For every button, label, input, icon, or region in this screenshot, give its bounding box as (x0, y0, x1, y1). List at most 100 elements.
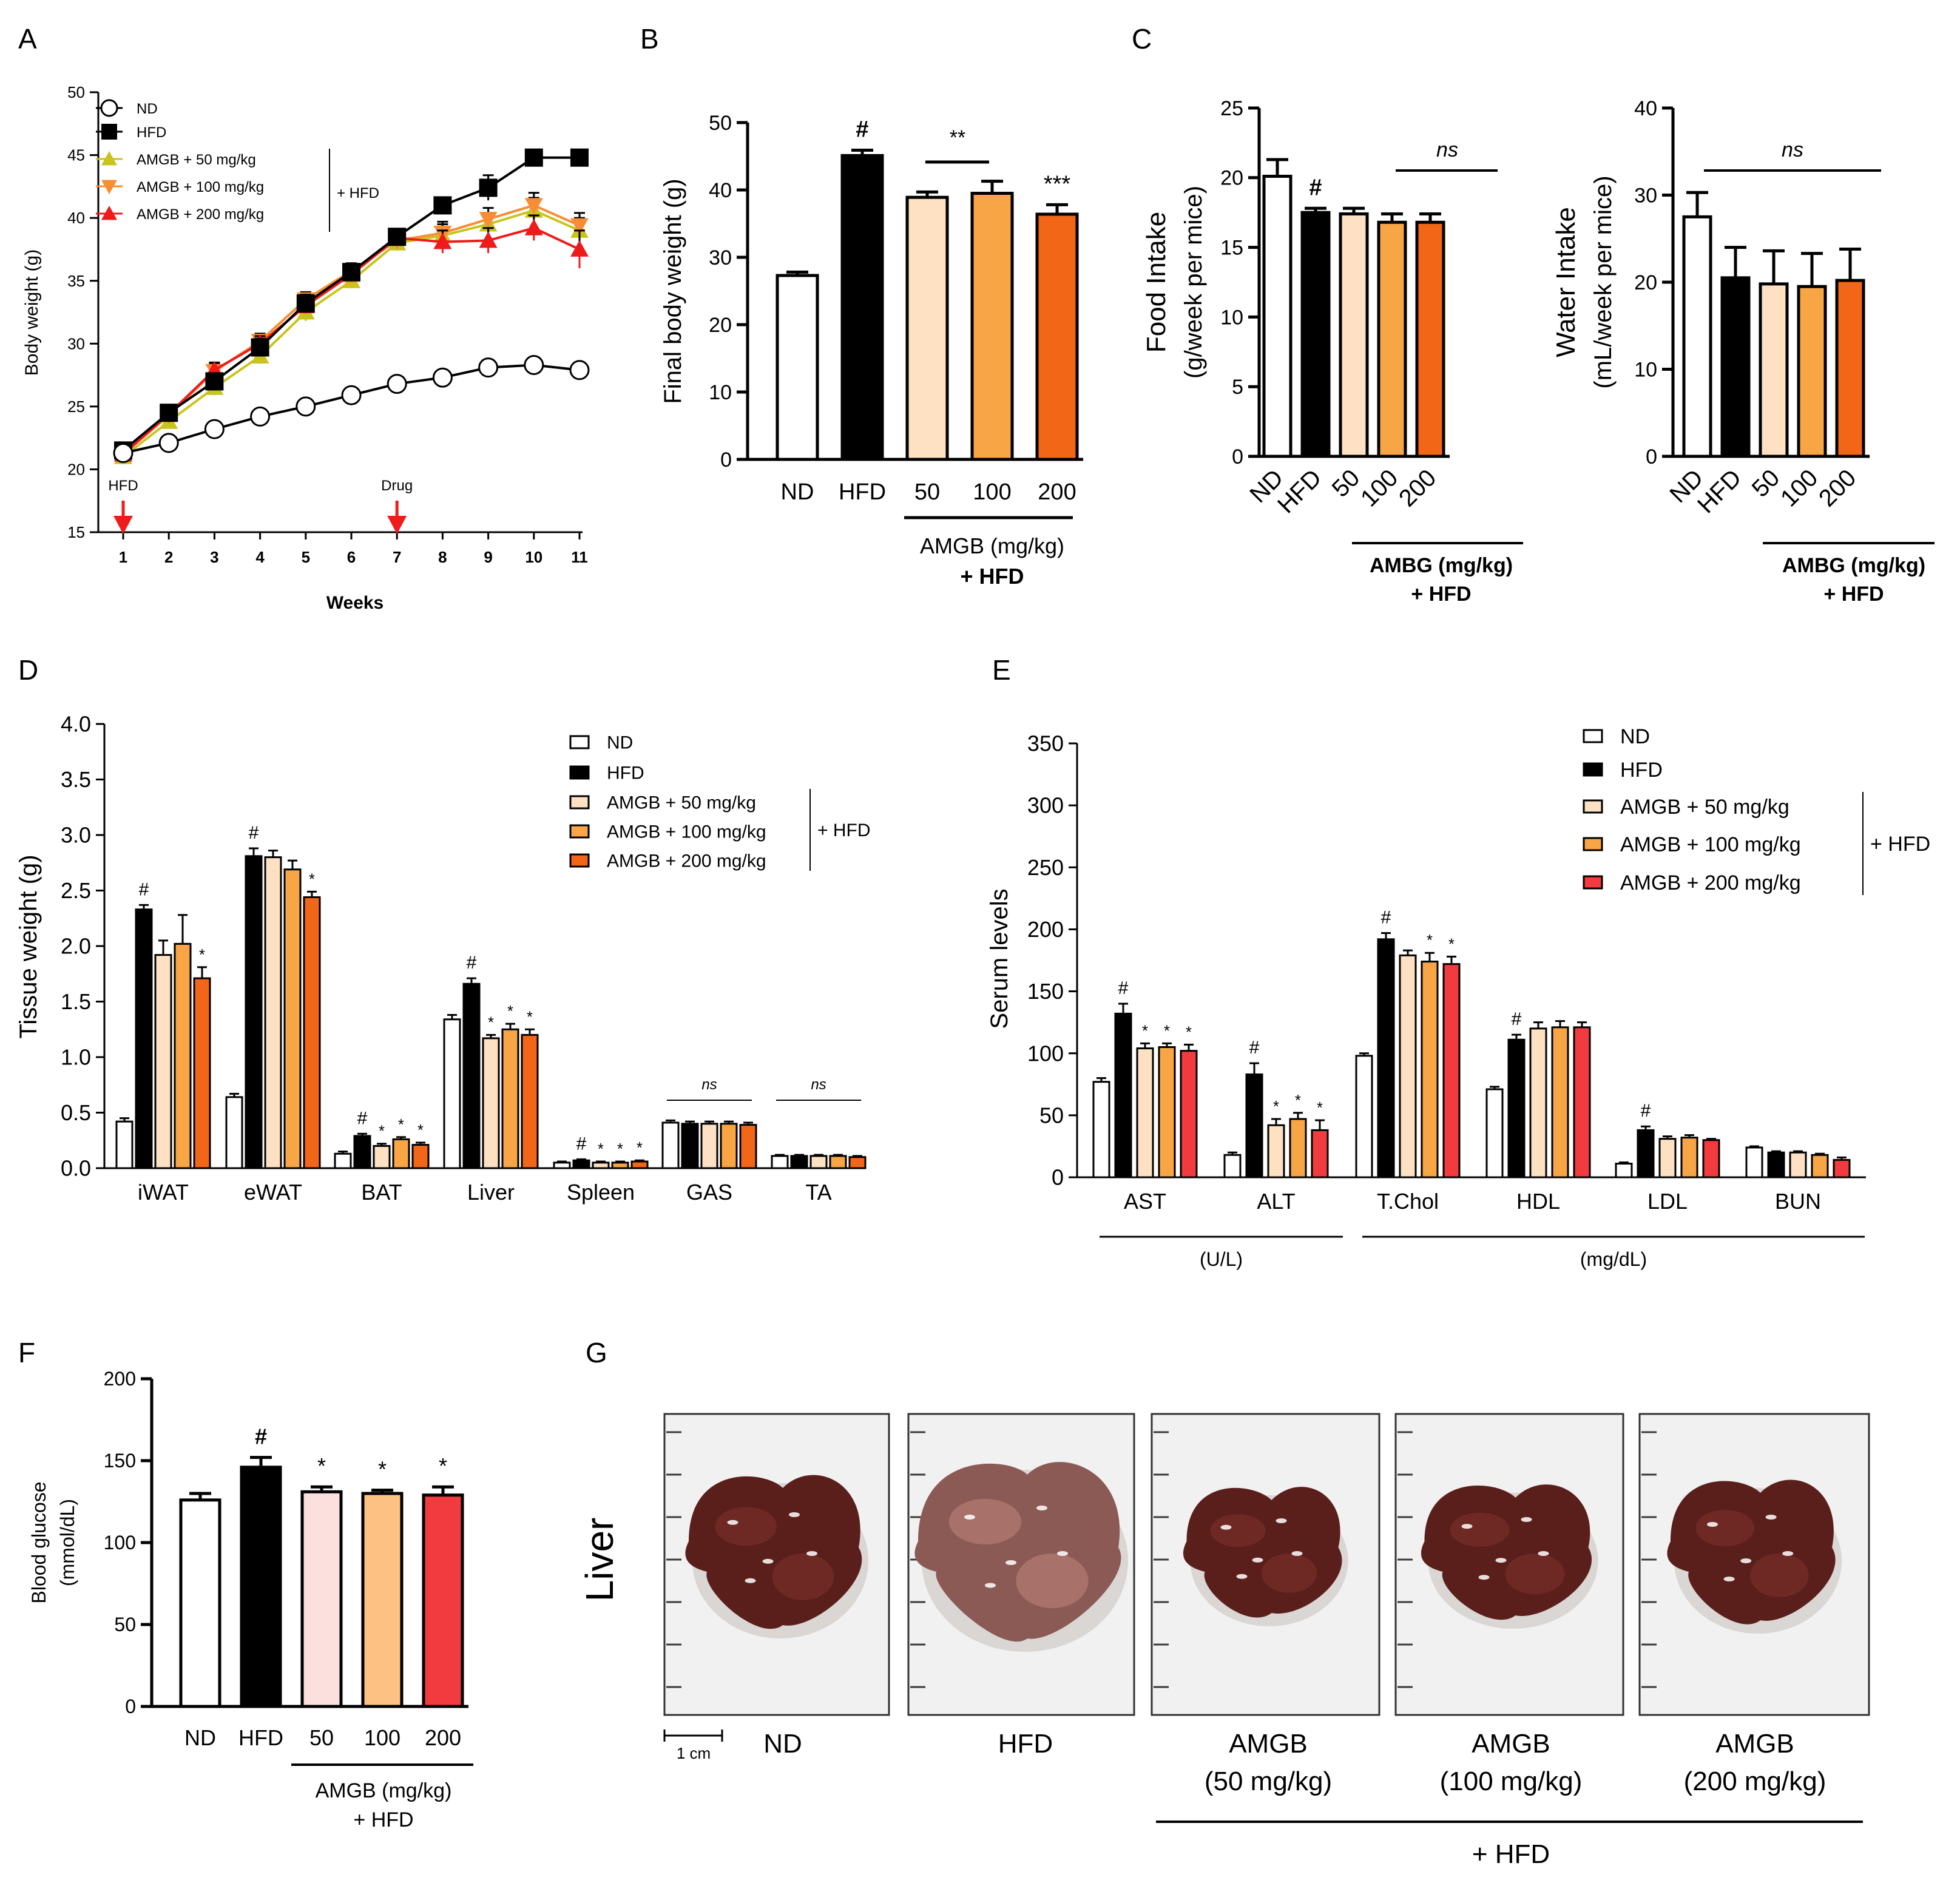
x-tick-label: 100 (1776, 464, 1823, 512)
bar (193, 977, 211, 1169)
data-point (204, 419, 225, 439)
liver-lobe (1695, 1510, 1754, 1546)
significance-mark: * (317, 1453, 326, 1478)
liver-highlight (1276, 1518, 1287, 1523)
bar (264, 856, 282, 1169)
liver-highlight (745, 1578, 756, 1583)
bar (303, 896, 321, 1169)
bar (970, 192, 1014, 461)
x-tick-label: ALT (1257, 1189, 1295, 1214)
photo-frame (663, 1413, 890, 1716)
legend-label: AMGB + 100 mg/kg (607, 822, 766, 842)
data-point (524, 218, 543, 235)
y-tick-label: 200 (104, 1368, 136, 1390)
x-tick-label: 10 (525, 548, 542, 566)
legend-marker (101, 124, 117, 140)
y-tick-label: 40 (67, 209, 85, 227)
bar (790, 1155, 808, 1169)
y-tick-label: 4.0 (61, 712, 91, 737)
x-tick-label: 2 (164, 548, 173, 566)
photo-frame (907, 1413, 1135, 1716)
x-tick-label: ND (184, 1725, 216, 1750)
legend-label: HFD (607, 763, 644, 783)
y-tick-label: 10 (1220, 306, 1243, 329)
data-point (479, 231, 498, 248)
x-tick-label: T.Chol (1377, 1189, 1439, 1214)
series-line (122, 204, 580, 456)
bar (1720, 276, 1751, 458)
x-tick-label: 7 (393, 548, 401, 566)
bar (1092, 1081, 1110, 1178)
significance-mark: * (1142, 1023, 1148, 1040)
liver-highlight (1478, 1575, 1490, 1580)
legend-swatch (569, 765, 590, 780)
significance-mark: * (598, 1141, 604, 1158)
x-tick-label: 50 (914, 479, 940, 505)
legend-label: AMGB + 200 mg/kg (607, 851, 766, 871)
annotation-arrow-head (387, 516, 407, 534)
liver-lobe (1262, 1554, 1317, 1593)
legend-label: AMGB + 50 mg/kg (607, 793, 756, 813)
y-tick-label: 30 (1634, 184, 1657, 207)
significance-mark: * (378, 1457, 387, 1482)
panel-label-e: E (992, 654, 1011, 686)
liver-highlight (789, 1512, 800, 1517)
data-point (388, 228, 407, 246)
bar (283, 868, 302, 1169)
legend-label: ND (607, 733, 633, 753)
significance-mark: * (1295, 1092, 1301, 1109)
y-tick-label: 20 (709, 314, 732, 337)
x-tick-label: TA (805, 1180, 831, 1205)
significance-mark: # (249, 823, 259, 843)
bar (1035, 212, 1079, 461)
bar (1114, 1012, 1132, 1178)
panel-g-liver-photos: Liver ND HFD AMGB (50 mg/kg) AMGB (100 mg/kg) A… (578, 1413, 1870, 1869)
significance-mark: # (576, 1134, 587, 1154)
bar (373, 1145, 391, 1169)
data-point (342, 263, 360, 282)
liver-highlight (806, 1551, 817, 1556)
photo-frame (1394, 1413, 1624, 1716)
x-axis-title: Weeks (326, 593, 384, 613)
bar (630, 1160, 649, 1169)
unit-label: (mg/dL) (1580, 1248, 1647, 1270)
data-point (479, 212, 498, 229)
significance-mark: * (1427, 932, 1433, 949)
group-label: + HFD (353, 1808, 413, 1831)
data-point (251, 338, 269, 357)
liver-highlight (1005, 1560, 1016, 1565)
bar (1797, 285, 1827, 458)
significance-bracket-label: ns (1782, 138, 1803, 161)
y-axis-title: Food Intake (1141, 212, 1171, 353)
x-tick-label: 5 (302, 548, 310, 566)
panel-label-f: F (18, 1337, 35, 1368)
bar (179, 1498, 221, 1708)
bar (700, 1123, 718, 1169)
bar (1658, 1138, 1677, 1178)
data-point (570, 218, 589, 235)
group-label: + HFD (1472, 1839, 1550, 1869)
liver-lobe (949, 1499, 1021, 1544)
significance-bracket-label: ** (950, 126, 965, 149)
significance-mark: * (439, 1453, 447, 1478)
group-label: AMGB (mg/kg) (316, 1779, 452, 1802)
photo-caption: (50 mg/kg) (1205, 1767, 1332, 1796)
y-tick-label: 250 (1027, 855, 1064, 880)
y-tick-label: 20 (1220, 167, 1243, 190)
bar (1223, 1154, 1242, 1178)
bar (1355, 1055, 1373, 1178)
ns-label: ns (811, 1077, 826, 1093)
data-point (296, 294, 315, 313)
bar (1262, 175, 1293, 458)
significance-mark: * (1164, 1023, 1170, 1040)
chart-e-serum-levels: 0 50 100 150 200 250 300 350 # * * * AST # * * * ALT # * * T.… (986, 725, 1930, 1270)
legend-swatch (1583, 799, 1603, 814)
significance-mark: # (1512, 1009, 1522, 1029)
x-tick-label: 100 (973, 479, 1011, 505)
bar (334, 1152, 352, 1169)
bar (245, 855, 263, 1169)
y-axis-title: Serum levels (986, 888, 1013, 1029)
legend-bracket-label: + HFD (817, 820, 871, 840)
